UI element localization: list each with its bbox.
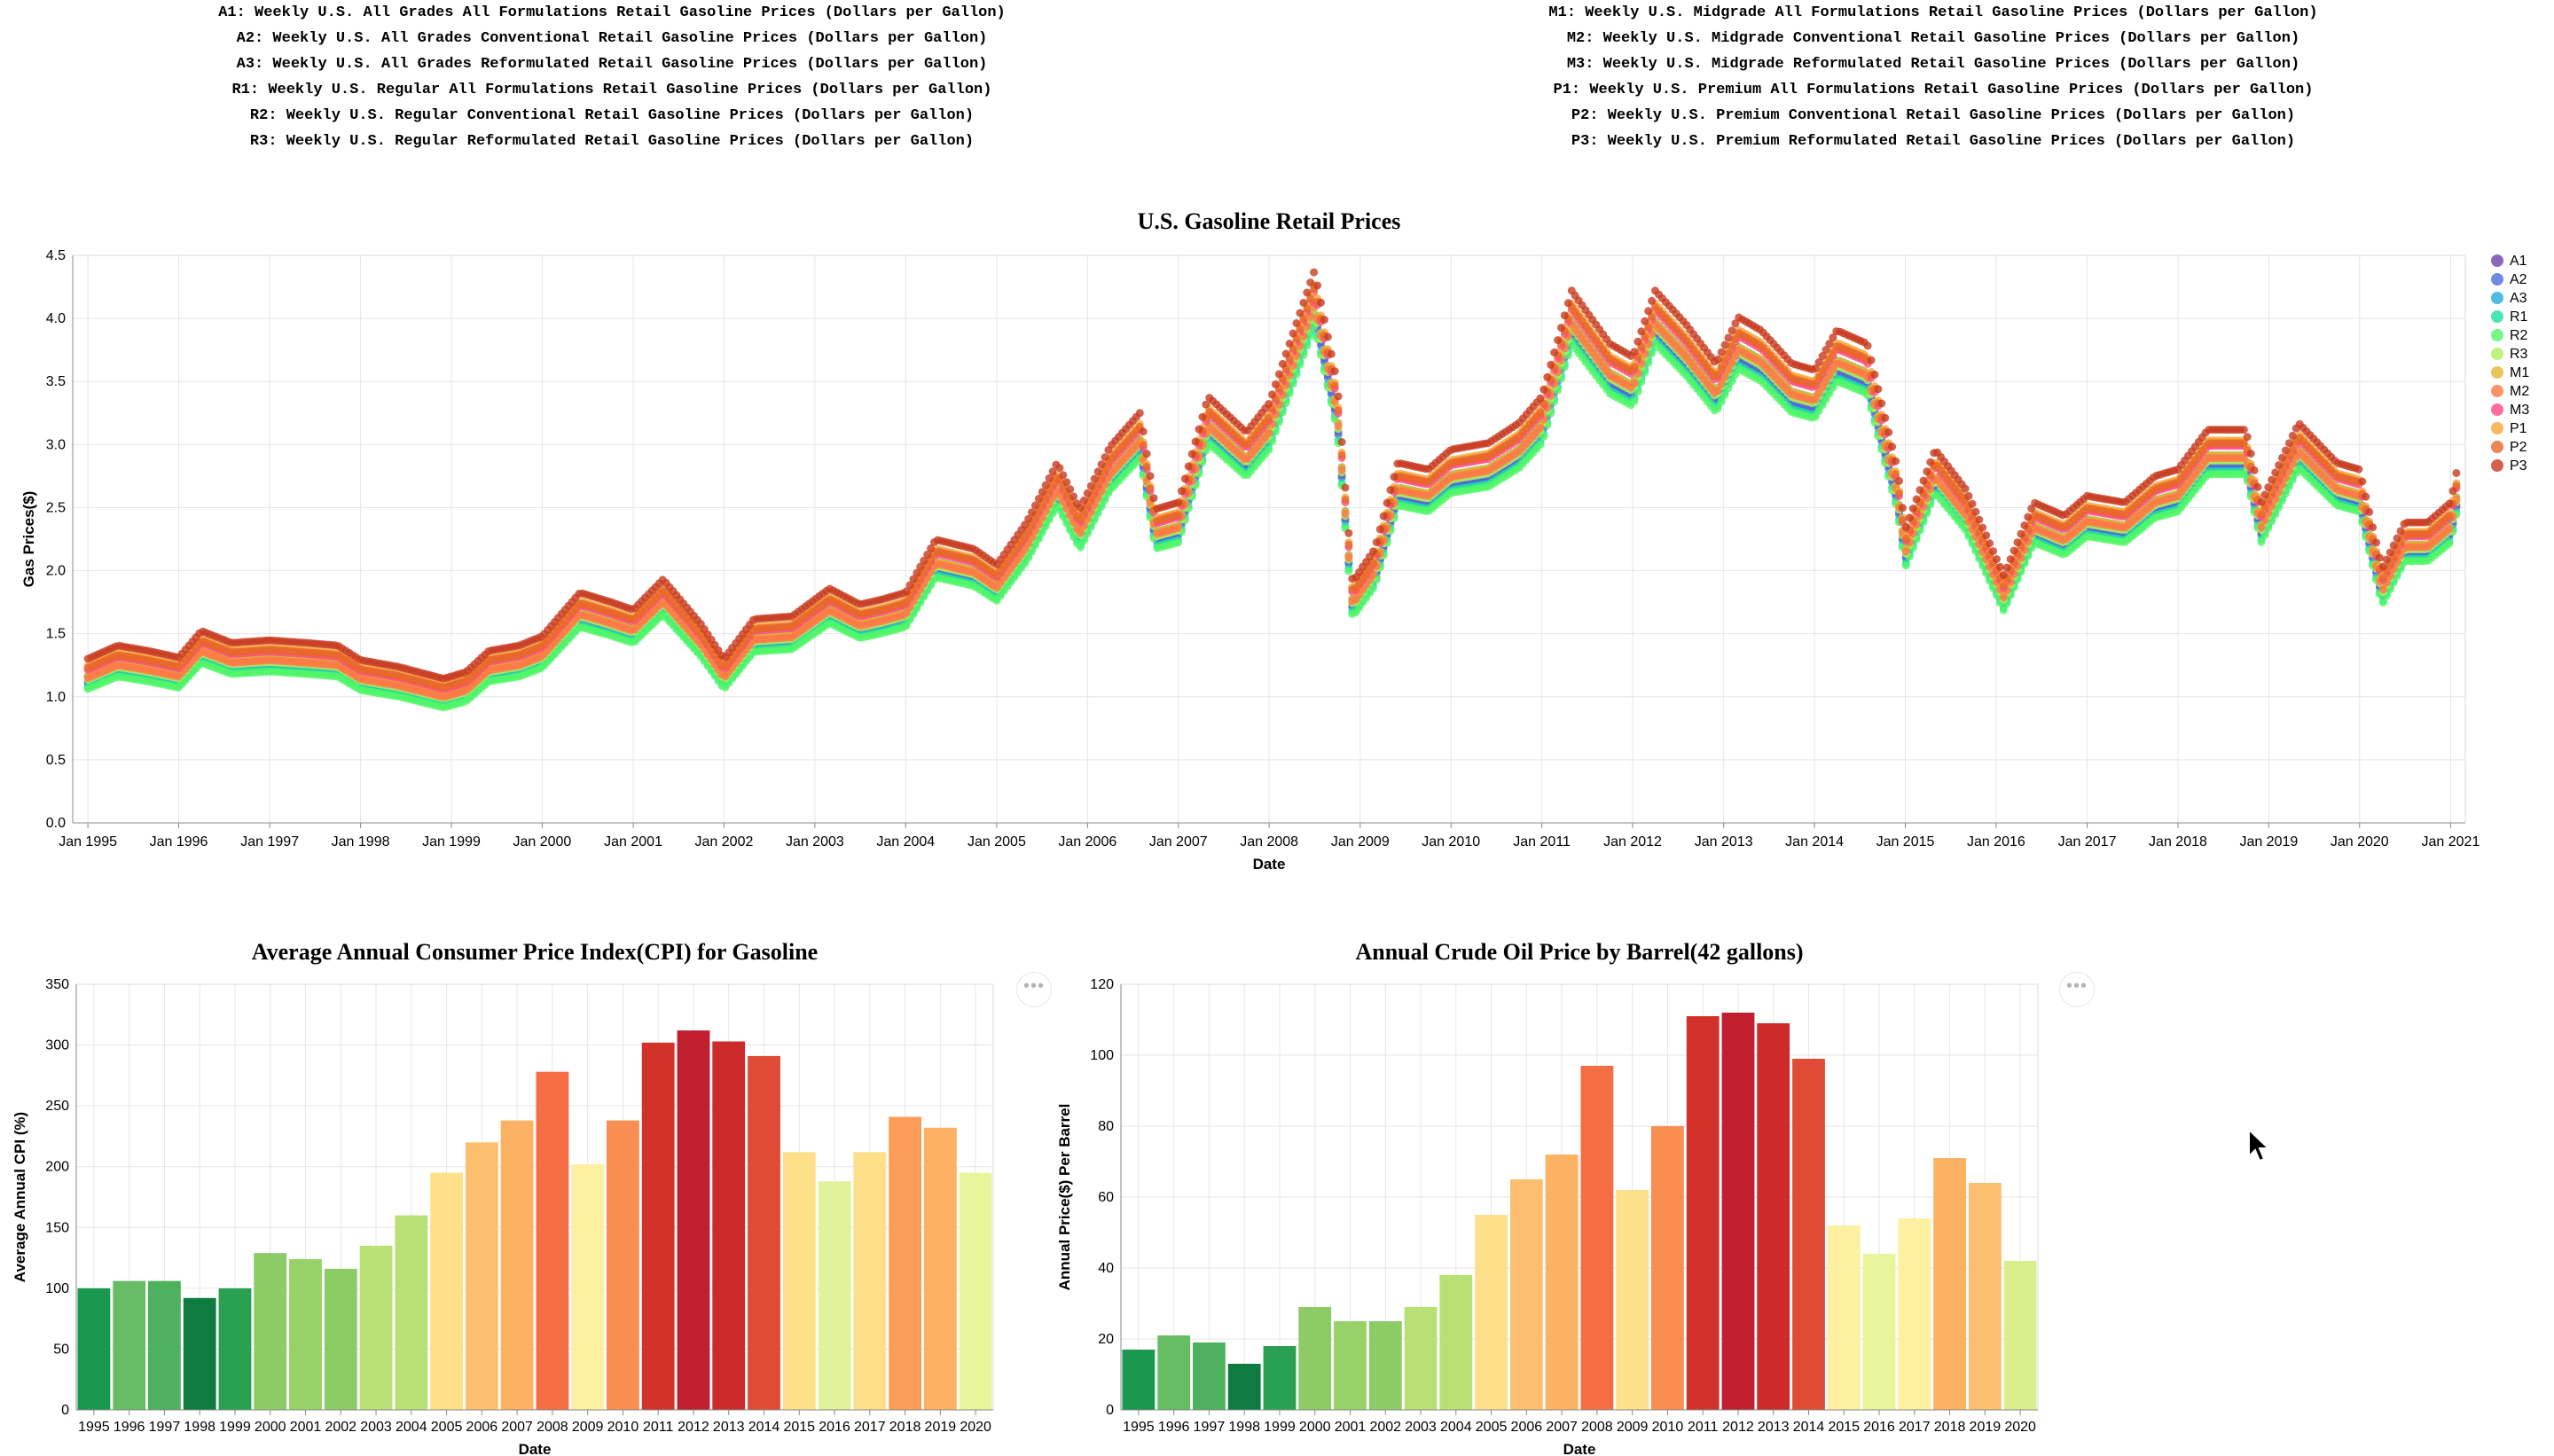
series-descriptions-right: M1: Weekly U.S. Midgrade All Formulation… [1357,0,2510,154]
gas-price-y-axis-title: Gas Prices($) [20,491,37,588]
gas-price-x-axis-title: Date [1253,856,1286,873]
gas-price-points [83,268,2461,712]
gas-price-point-R2 [1045,515,1054,524]
gas-price-point-R2 [1344,567,1353,575]
gas-price-point-R2 [902,622,911,630]
gas-price-point-R2 [1720,390,1729,399]
gas-price-point-R2 [1034,535,1043,544]
gas-price-point-R2 [2257,537,2266,546]
gas-price-point-R2 [1999,606,2008,614]
gas-price-y-tick-label: 0.5 [46,753,66,768]
series-description-right-1: M2: Weekly U.S. Midgrade Conventional Re… [1566,30,2300,47]
gas-price-x-tick-label: Jan 1995 [59,834,117,849]
gas-price-x-tick-label: Jan 2005 [968,834,1026,849]
series-description-right-3: P1: Weekly U.S. Premium All Formulations… [1553,82,2314,98]
series-description-left-4: R2: Weekly U.S. Regular Conventional Ret… [249,107,975,124]
gas-price-y-tick-label: 4.0 [46,311,66,326]
gas-price-x-tick-label: Jan 2013 [1695,834,1753,849]
gas-price-x-tick-label: Jan 2011 [1513,834,1571,849]
series-description-right-4: P2: Weekly U.S. Premium Conventional Ret… [1571,107,2296,124]
series-description-left-0: A1: Weekly U.S. All Grades All Formulati… [218,4,1006,21]
gas-price-x-tick-label: Jan 1997 [240,834,299,849]
gas-price-chart-title: U.S. Gasoline Retail Prices [1138,208,1401,234]
gas-price-point-R2 [1901,561,1910,570]
gas-price-point-R2 [1077,543,1085,552]
gas-price-x-tick-label: Jan 2007 [1149,834,1208,849]
series-descriptions-left: A1: Weekly U.S. All Grades All Formulati… [35,0,1188,154]
gas-price-point-R2 [1536,441,1545,450]
gas-price-x-tick-label: Jan 2009 [1331,834,1390,849]
gas-price-point-R2 [1041,521,1050,530]
gas-price-x-tick-label: Jan 1998 [332,834,390,849]
gas-price-x-tick-label: Jan 2001 [604,834,662,849]
series-description-left-3: R1: Weekly U.S. Regular All Formulations… [231,82,992,98]
gas-price-point-R2 [1727,377,1736,386]
gas-price-x-tick-label: Jan 2021 [2422,834,2480,849]
gas-price-point-R2 [1174,538,1182,547]
gas-price-y-tick-label: 1.5 [46,627,66,642]
series-description-right-5: P3: Weekly U.S. Premium Reformulated Ret… [1571,133,2296,150]
gas-price-x-tick-label: Jan 2006 [1058,834,1116,849]
series-description-right-0: M1: Weekly U.S. Midgrade All Formulation… [1548,4,2318,21]
series-description-left-1: A2: Weekly U.S. All Grades Conventional … [236,30,988,47]
gas-price-y-tick-label: 3.0 [46,437,66,452]
gas-price-y-tick-label: 2.5 [46,500,66,515]
gas-price-x-tick-label: Jan 2000 [513,834,571,849]
gas-price-point-R2 [1265,446,1273,454]
gas-price-point-R2 [1713,404,1722,412]
gas-price-point-A2 [1334,430,1343,439]
gas-price-chart: U.S. Gasoline Retail Prices 0.0 0.5 1.0 1.5 2… [20,208,2529,873]
series-description-left-5: R3: Weekly U.S. Regular Reformulated Ret… [249,133,975,150]
gas-price-point-R2 [2445,539,2454,548]
gas-price-y-tick-label: 0.0 [46,816,66,831]
gas-price-x-tick-label: Jan 2008 [1240,834,1298,849]
gas-price-point-R2 [1048,509,1057,518]
series-description-left-2: A3: Weekly U.S. All Grades Reformulated … [236,56,988,73]
gas-price-point-R2 [1717,397,1726,406]
gas-price-x-tick-label: Jan 1999 [422,834,481,849]
gas-price-y-tick-label: 2.0 [46,564,66,579]
gas-price-x-tick-label: Jan 2004 [876,834,935,849]
gas-price-x-tick-label: Jan 2014 [1785,834,1844,849]
gas-price-x-tick-label: Jan 2018 [2149,834,2207,849]
gas-price-point-R2 [1024,553,1033,562]
gas-price-x-tick-label: Jan 1996 [150,834,208,849]
gas-price-x-tick-label: Jan 2010 [1422,834,1480,849]
series-description-right-2: M3: Weekly U.S. Midgrade Reformulated Re… [1566,56,2300,73]
gas-price-x-tick-label: Jan 2012 [1603,834,1662,849]
gas-price-x-tick-label: Jan 2015 [1876,834,1935,849]
gas-price-y-tick-label: 1.0 [46,690,66,705]
gas-price-point-R2 [1724,384,1733,393]
gas-price-y-tick-label: 4.5 [46,248,66,263]
gas-price-x-tick-label: Jan 2002 [695,834,754,849]
gas-price-point-R2 [1038,528,1046,536]
gas-price-point-R2 [1630,397,1639,405]
gas-price-x-tick-label: Jan 2019 [2239,834,2298,849]
gas-price-x-tick-label: Jan 2003 [786,834,844,849]
gas-price-x-tick-label: Jan 2017 [2058,834,2117,849]
gas-price-x-tick-label: Jan 2016 [1967,834,2025,849]
gas-price-y-tick-label: 3.5 [46,374,66,389]
gas-price-x-tick-label: Jan 2020 [2331,834,2389,849]
